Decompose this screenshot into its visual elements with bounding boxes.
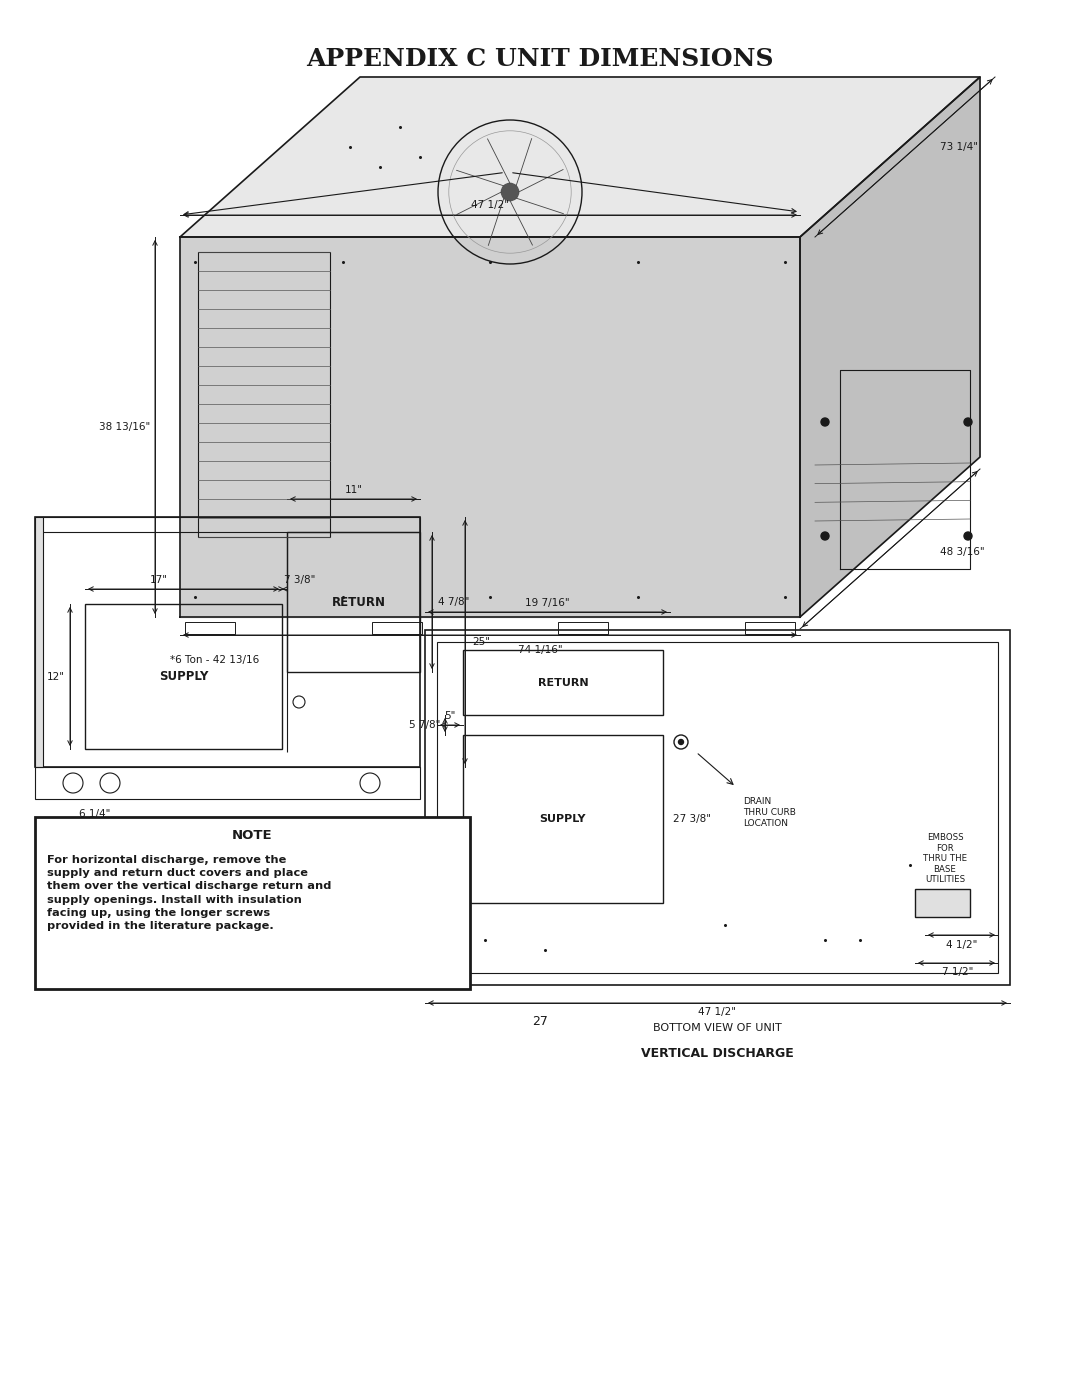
Text: APPENDIX C UNIT DIMENSIONS: APPENDIX C UNIT DIMENSIONS: [307, 47, 773, 71]
Text: 5 7/8": 5 7/8": [408, 719, 440, 731]
Text: 48 3/16": 48 3/16": [940, 548, 985, 557]
Bar: [426, 630, 1010, 985]
Text: 73 1/4": 73 1/4": [940, 142, 978, 152]
Circle shape: [964, 418, 972, 426]
Circle shape: [821, 418, 829, 426]
Bar: [372, 622, 421, 634]
Bar: [558, 622, 608, 634]
Text: 4 7/8": 4 7/8": [438, 597, 470, 608]
Text: RETURN: RETURN: [538, 678, 589, 687]
Bar: [198, 251, 330, 536]
Text: RETURN: RETURN: [332, 595, 386, 609]
Text: 25": 25": [472, 637, 490, 647]
Bar: [35, 517, 420, 767]
Text: 6 1/4": 6 1/4": [79, 809, 110, 819]
Circle shape: [821, 532, 829, 541]
Text: SUPPLY: SUPPLY: [540, 814, 586, 824]
Text: 5": 5": [444, 711, 456, 721]
Text: 27: 27: [532, 1016, 548, 1028]
Bar: [915, 888, 970, 916]
Text: EMBOSS
FOR
THRU THE
BASE
UTILITIES: EMBOSS FOR THRU THE BASE UTILITIES: [923, 834, 967, 884]
Bar: [463, 735, 663, 902]
Text: VERTICAL DISCHARGE: VERTICAL DISCHARGE: [642, 1046, 794, 1060]
Bar: [35, 517, 43, 767]
Polygon shape: [180, 237, 800, 617]
Bar: [35, 767, 420, 799]
Text: 38 13/16": 38 13/16": [98, 422, 150, 432]
Text: 11": 11": [345, 485, 363, 495]
Bar: [463, 650, 663, 715]
Text: NOTE: NOTE: [232, 828, 273, 842]
Text: *6 Ton - 42 13/16: *6 Ton - 42 13/16: [170, 655, 259, 665]
Polygon shape: [800, 77, 980, 617]
Text: For horizontal discharge, remove the
supply and return duct covers and place
the: For horizontal discharge, remove the sup…: [48, 855, 332, 930]
Text: 17": 17": [149, 576, 167, 585]
Text: 7 3/8": 7 3/8": [284, 576, 315, 585]
Text: HORIZONTAL DISCHARGE: HORIZONTAL DISCHARGE: [144, 821, 311, 835]
Bar: [85, 604, 282, 749]
Circle shape: [678, 739, 684, 745]
Text: DRAIN
THRU CURB
LOCATION: DRAIN THRU CURB LOCATION: [743, 798, 796, 828]
Circle shape: [501, 183, 518, 201]
Text: 47 1/2": 47 1/2": [471, 200, 509, 210]
Bar: [437, 643, 998, 972]
Circle shape: [964, 532, 972, 541]
Text: 47 1/2": 47 1/2": [699, 1007, 737, 1017]
Text: SUPPLY: SUPPLY: [159, 671, 208, 683]
FancyBboxPatch shape: [35, 817, 470, 989]
Text: 19 7/16": 19 7/16": [525, 598, 570, 608]
Text: BOTTOM VIEW OF UNIT: BOTTOM VIEW OF UNIT: [653, 1023, 782, 1032]
Bar: [745, 622, 795, 634]
Text: 8 3/16": 8 3/16": [431, 916, 469, 928]
Polygon shape: [180, 77, 980, 237]
Bar: [185, 622, 235, 634]
Text: 27 3/8": 27 3/8": [673, 814, 711, 824]
Text: 4 1/2": 4 1/2": [946, 940, 977, 950]
Bar: [287, 532, 420, 672]
Text: 12": 12": [48, 672, 65, 682]
Text: 74 1/16": 74 1/16": [517, 645, 563, 655]
Bar: [35, 517, 420, 532]
Text: 7 1/2": 7 1/2": [943, 967, 974, 977]
